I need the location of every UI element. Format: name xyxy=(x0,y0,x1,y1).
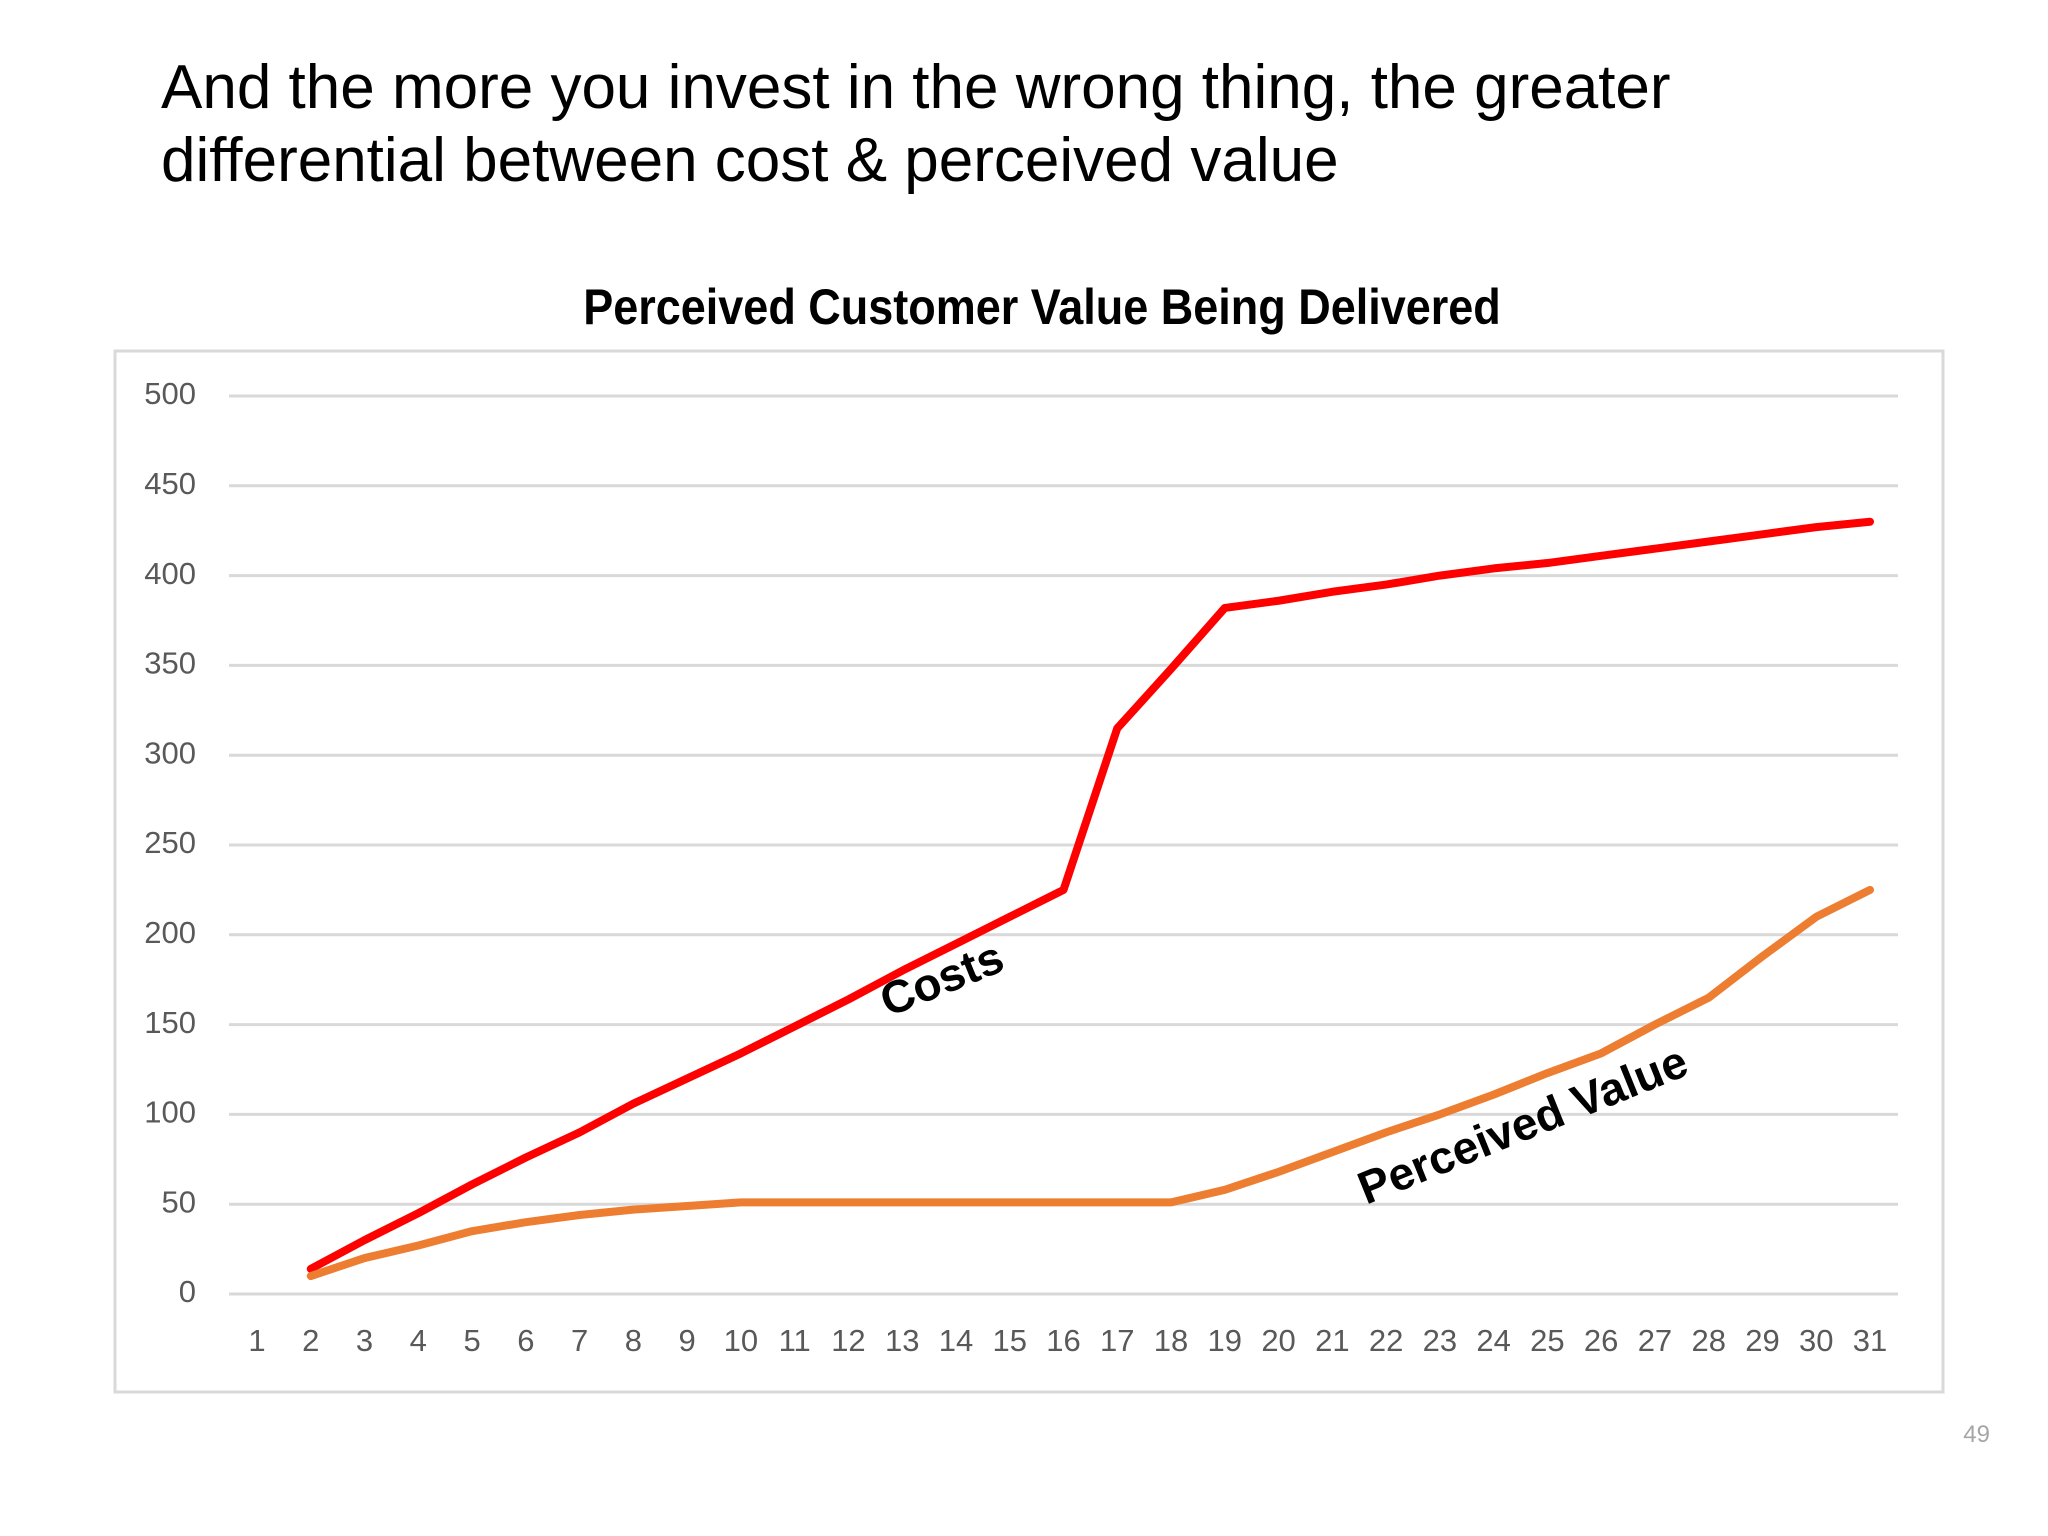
y-tick-label: 250 xyxy=(144,825,196,860)
x-tick-label: 29 xyxy=(1745,1323,1779,1358)
y-tick-label: 0 xyxy=(179,1274,196,1309)
x-tick-label: 7 xyxy=(571,1323,588,1358)
chart-frame xyxy=(113,349,1945,1394)
x-tick-label: 1 xyxy=(248,1323,265,1358)
chart-title: Perceived Customer Value Being Delivered xyxy=(583,280,1501,336)
slide-heading: And the more you invest in the wrong thi… xyxy=(161,53,1671,195)
x-tick-label: 4 xyxy=(410,1323,427,1358)
x-tick-label: 5 xyxy=(463,1323,480,1358)
x-tick-label: 23 xyxy=(1423,1323,1457,1358)
y-tick-label: 200 xyxy=(144,915,196,950)
y-tick-label: 300 xyxy=(144,735,196,770)
x-tick-label: 16 xyxy=(1046,1323,1080,1358)
x-tick-label: 18 xyxy=(1154,1323,1188,1358)
x-tick-label: 14 xyxy=(939,1323,973,1358)
y-tick-label: 100 xyxy=(144,1095,196,1130)
x-tick-label: 26 xyxy=(1584,1323,1618,1358)
x-tick-label: 19 xyxy=(1208,1323,1242,1358)
y-tick-label: 400 xyxy=(144,556,196,591)
x-tick-label: 6 xyxy=(517,1323,534,1358)
y-tick-label: 50 xyxy=(162,1184,196,1219)
x-tick-label: 8 xyxy=(625,1323,642,1358)
x-tick-label: 3 xyxy=(356,1323,373,1358)
x-tick-label: 31 xyxy=(1853,1323,1887,1358)
series-line xyxy=(306,517,1874,1273)
y-tick-label: 500 xyxy=(144,376,196,411)
x-tick-label: 17 xyxy=(1100,1323,1134,1358)
x-tick-label: 13 xyxy=(885,1323,919,1358)
series-line xyxy=(306,885,1874,1281)
x-tick-label: 24 xyxy=(1476,1323,1510,1358)
x-tick-label: 10 xyxy=(724,1323,758,1358)
x-tick-label: 30 xyxy=(1799,1323,1833,1358)
x-tick-label: 22 xyxy=(1369,1323,1403,1358)
x-tick-label: 9 xyxy=(679,1323,696,1358)
y-tick-label: 150 xyxy=(144,1005,196,1040)
x-tick-label: 12 xyxy=(831,1323,865,1358)
x-tick-label: 21 xyxy=(1315,1323,1349,1358)
page-number: 49 xyxy=(1963,1421,1990,1448)
y-tick-label: 350 xyxy=(144,646,196,681)
x-tick-label: 25 xyxy=(1530,1323,1564,1358)
x-tick-label: 27 xyxy=(1638,1323,1672,1358)
x-tick-label: 28 xyxy=(1691,1323,1725,1358)
y-tick-label: 450 xyxy=(144,466,196,501)
x-tick-label: 11 xyxy=(779,1323,811,1358)
x-tick-label: 2 xyxy=(302,1323,319,1358)
x-tick-label: 15 xyxy=(992,1323,1026,1358)
x-tick-label: 20 xyxy=(1261,1323,1295,1358)
